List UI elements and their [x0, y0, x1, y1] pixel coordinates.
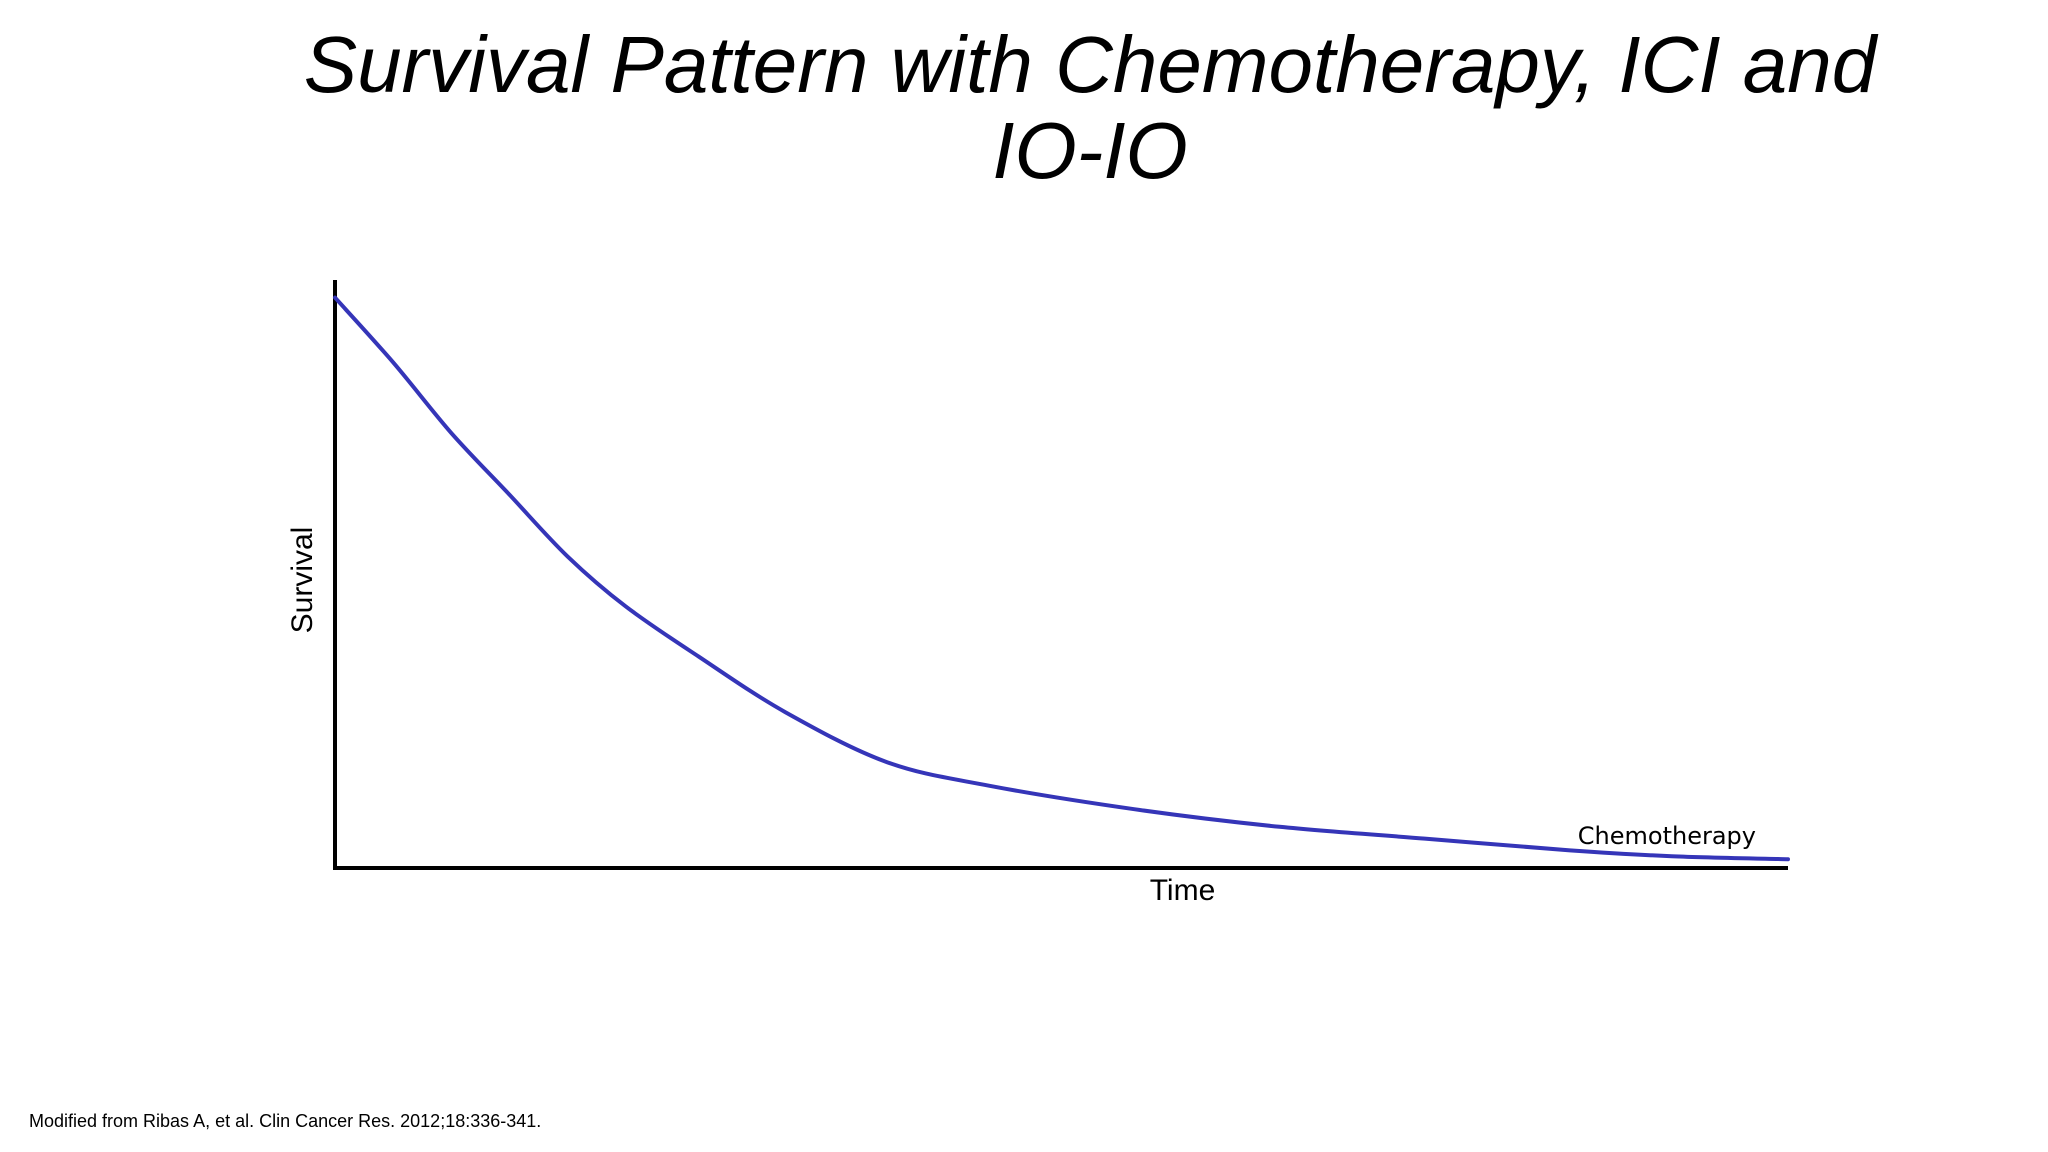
slide-title: Survival Pattern with Chemotherapy, ICI …: [303, 20, 1877, 195]
source-note: Modified from Ribas A, et al. Clin Cance…: [29, 1111, 542, 1131]
series-group: Chemotherapy: [333, 295, 1790, 862]
series-label-chemotherapy: Chemotherapy: [1578, 822, 1756, 850]
x-axis-label: Time: [1150, 874, 1216, 907]
series-line-chemotherapy: [333, 295, 1790, 862]
y-axis-label: Survival: [286, 527, 319, 634]
